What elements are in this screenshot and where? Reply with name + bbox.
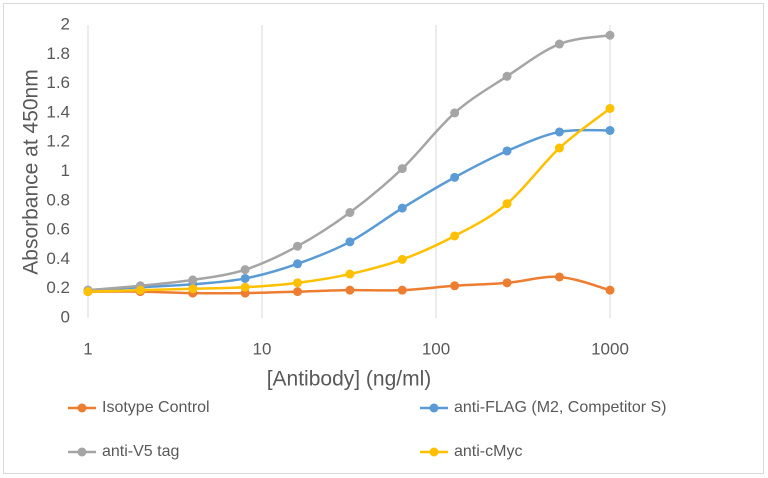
legend-label: anti-cMyc — [454, 443, 522, 460]
legend-label: anti-V5 tag — [102, 443, 179, 460]
data-point — [397, 285, 407, 295]
data-point — [188, 284, 198, 294]
y-tick-label: 1.2 — [46, 132, 70, 151]
data-point — [450, 172, 460, 182]
y-tick-label: 1.4 — [46, 102, 70, 121]
y-tick-label: 0.2 — [46, 278, 70, 297]
data-point — [83, 287, 93, 297]
data-point — [240, 265, 250, 275]
data-point — [135, 285, 145, 295]
data-point — [450, 231, 460, 241]
y-tick-label: 0.6 — [46, 220, 70, 239]
data-point — [240, 273, 250, 283]
data-point — [502, 71, 512, 81]
y-tick-label: 0.8 — [46, 190, 70, 209]
y-tick-label: 1 — [61, 161, 70, 180]
data-point — [605, 104, 615, 114]
data-point — [240, 282, 250, 292]
chart-frame — [3, 3, 764, 474]
data-point — [293, 287, 303, 297]
data-point — [293, 278, 303, 288]
data-point — [554, 272, 564, 282]
legend-label: anti-FLAG (M2, Competitor S) — [454, 399, 667, 416]
x-tick-label: 10 — [253, 339, 272, 358]
data-point — [554, 143, 564, 153]
y-tick-label: 1.8 — [46, 44, 70, 63]
x-tick-label: 100 — [422, 339, 450, 358]
x-axis-title: [Antibody] (ng/ml) — [267, 368, 432, 391]
legend-marker — [429, 447, 439, 457]
y-tick-label: 0.4 — [46, 249, 70, 268]
data-point — [450, 108, 460, 118]
data-point — [502, 278, 512, 288]
data-point — [554, 39, 564, 49]
data-point — [605, 285, 615, 295]
data-point — [397, 203, 407, 213]
data-point — [345, 269, 355, 279]
data-point — [188, 275, 198, 285]
data-point — [345, 237, 355, 247]
data-point — [554, 127, 564, 137]
legend-marker — [77, 447, 87, 457]
data-point — [293, 259, 303, 269]
data-point — [345, 208, 355, 218]
data-point — [397, 254, 407, 264]
y-tick-label: 0 — [61, 307, 70, 326]
x-tick-label: 1000 — [591, 339, 629, 358]
y-tick-label: 1.6 — [46, 73, 70, 92]
x-tick-label: 1 — [83, 339, 92, 358]
y-tick-label: 2 — [61, 14, 70, 33]
data-point — [450, 281, 460, 291]
legend-marker — [77, 403, 87, 413]
data-point — [293, 241, 303, 251]
data-point — [397, 164, 407, 174]
y-axis-title: Absorbance at 450nm — [20, 69, 43, 274]
data-point — [502, 146, 512, 156]
data-point — [605, 125, 615, 135]
data-point — [502, 199, 512, 209]
data-point — [345, 285, 355, 295]
legend-marker — [429, 403, 439, 413]
data-point — [605, 30, 615, 40]
legend-label: Isotype Control — [102, 399, 210, 416]
